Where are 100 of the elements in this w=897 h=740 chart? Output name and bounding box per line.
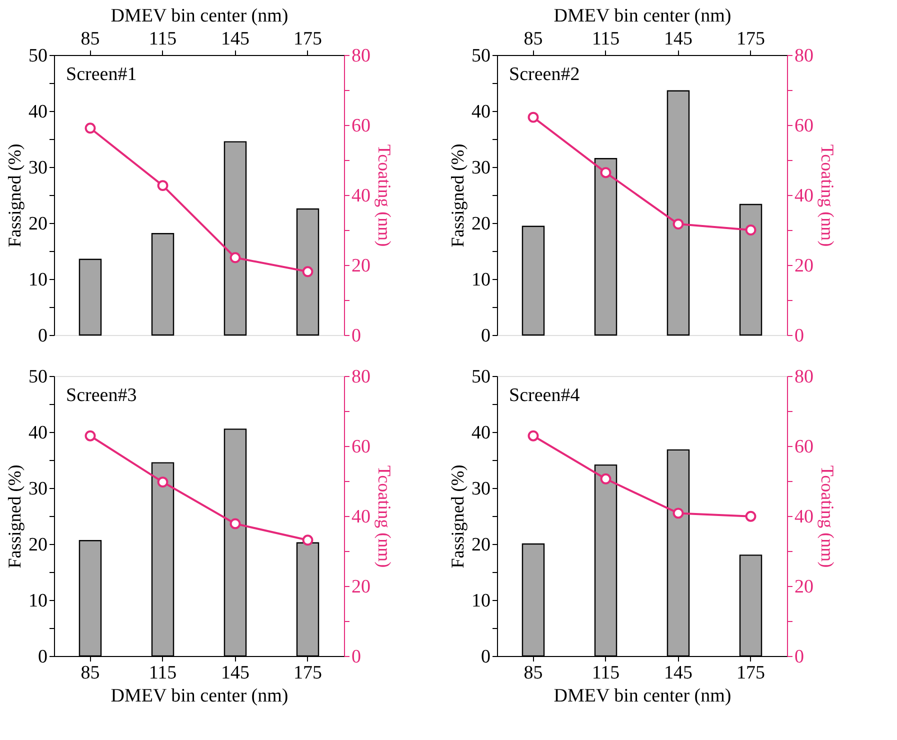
point: [84, 430, 96, 442]
x-tick-label: 145: [664, 662, 692, 684]
y2-tick-label: 80: [794, 366, 814, 388]
x-tick-label: 145: [664, 28, 692, 50]
y2-tick-label: 40: [352, 506, 370, 528]
y-tick-label: 10: [28, 590, 48, 612]
point: [528, 112, 539, 123]
x-tick-label: 85: [80, 662, 100, 684]
y2-tick-label: 80: [352, 366, 370, 388]
annotation: Screen#3: [66, 385, 137, 406]
bar: [522, 226, 545, 336]
x-axis-title: DMEV bin center (nm): [110, 686, 288, 706]
y-tick-label: 0: [38, 326, 48, 346]
y2-axis-title: Tcoating (nm): [818, 465, 838, 568]
x-tick-label: 115: [592, 662, 620, 684]
annotation: Screen#1: [66, 64, 137, 85]
x-tick-label: 85: [524, 662, 543, 684]
y2-tick-label: 0: [352, 326, 361, 346]
y-tick-label: 30: [28, 478, 48, 500]
x2-axis-title: DMEV bin center (nm): [554, 6, 732, 26]
annotation: Screen#4: [509, 385, 580, 406]
y2-axis-title: Tcoating (nm): [374, 144, 394, 247]
y-tick-label: 50: [472, 46, 490, 66]
y2-axis-title: Tcoating (nm): [818, 144, 838, 247]
y2-tick-label: 60: [352, 116, 370, 136]
y2-tick-label: 60: [794, 116, 814, 136]
point: [528, 430, 539, 442]
y-tick-label: 50: [28, 366, 48, 388]
y2-tick-label: 60: [794, 436, 814, 458]
y-tick-label: 20: [28, 214, 48, 234]
point: [230, 252, 241, 264]
y2-tick-label: 40: [794, 506, 814, 528]
point: [302, 266, 314, 278]
y-tick-label: 0: [481, 646, 490, 668]
y-tick-label: 20: [472, 214, 490, 234]
y-tick-label: 20: [472, 534, 490, 556]
y-tick-label: 40: [472, 102, 490, 122]
y-tick-label: 10: [472, 270, 490, 290]
point: [84, 122, 96, 134]
y-tick-label: 10: [472, 590, 490, 612]
y2-tick-label: 0: [794, 646, 804, 668]
y-axis-title: Fassigned (%): [4, 144, 24, 248]
y-tick-label: 50: [28, 46, 48, 66]
y-tick-label: 30: [28, 158, 48, 178]
x2-axis-title: DMEV bin center (nm): [110, 6, 288, 26]
y-axis-title: Fassigned (%): [448, 144, 468, 248]
x-tick-label: 115: [148, 28, 177, 50]
point: [745, 224, 756, 236]
y-tick-label: 40: [28, 422, 48, 444]
x-tick-label: 175: [294, 662, 322, 684]
x-tick-label: 115: [592, 28, 620, 50]
y-tick-label: 30: [472, 478, 490, 500]
point: [157, 180, 168, 192]
y2-tick-label: 80: [794, 46, 814, 66]
x-tick-label: 145: [221, 662, 250, 684]
y-tick-label: 50: [472, 366, 490, 388]
y2-tick-label: 20: [794, 256, 814, 276]
bar: [151, 233, 174, 336]
y-tick-label: 0: [481, 326, 490, 346]
x-tick-label: 175: [294, 28, 322, 50]
y-tick-label: 30: [472, 158, 490, 178]
point: [600, 473, 612, 484]
y2-tick-label: 20: [794, 576, 814, 598]
x-tick-label: 175: [736, 28, 765, 50]
x-axis-title: DMEV bin center (nm): [554, 686, 732, 706]
point: [302, 534, 314, 546]
x-tick-label: 145: [221, 28, 250, 50]
y2-tick-label: 80: [352, 46, 370, 66]
annotation: Screen#2: [509, 64, 580, 85]
y2-tick-label: 20: [352, 576, 370, 598]
y-axis-title: Fassigned (%): [448, 464, 468, 568]
bar: [78, 258, 102, 336]
x-tick-label: 85: [80, 28, 100, 50]
point: [157, 476, 168, 488]
point: [230, 518, 241, 530]
y-tick-label: 40: [472, 422, 490, 444]
y2-axis-title: Tcoating (nm): [374, 465, 394, 568]
y-tick-label: 10: [28, 270, 48, 290]
bar: [224, 141, 247, 336]
y2-tick-label: 60: [352, 436, 370, 458]
bar: [296, 208, 320, 336]
point: [672, 508, 684, 519]
bar: [739, 204, 762, 336]
y-tick-label: 0: [38, 646, 48, 668]
y-tick-label: 40: [28, 102, 48, 122]
y2-tick-label: 40: [352, 186, 370, 206]
x-tick-label: 115: [148, 662, 177, 684]
y2-tick-label: 0: [794, 326, 804, 346]
point: [600, 167, 612, 178]
point: [745, 510, 756, 522]
bar: [594, 158, 618, 336]
y2-tick-label: 0: [352, 646, 361, 668]
bar: [666, 90, 690, 336]
y2-tick-label: 20: [352, 256, 370, 276]
y-tick-label: 20: [28, 534, 48, 556]
y2-tick-label: 40: [794, 186, 814, 206]
x-tick-label: 175: [736, 662, 765, 684]
x-tick-label: 85: [524, 28, 543, 50]
y-axis-title: Fassigned (%): [4, 464, 24, 568]
point: [672, 218, 684, 230]
